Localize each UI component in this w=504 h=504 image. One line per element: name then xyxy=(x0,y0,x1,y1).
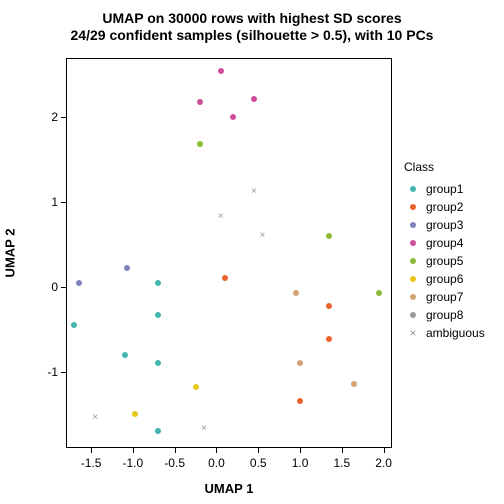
legend-swatch xyxy=(404,186,422,192)
scatter-point xyxy=(122,352,128,358)
y-tick-mark xyxy=(61,287,66,288)
legend-swatch xyxy=(404,312,422,318)
scatter-point-x: × xyxy=(218,212,224,222)
y-tick-label: 2 xyxy=(38,110,58,124)
scatter-point xyxy=(297,398,303,404)
scatter-point xyxy=(155,280,161,286)
x-tick-mark xyxy=(300,448,301,453)
scatter-point xyxy=(222,275,228,281)
legend-label: group4 xyxy=(426,236,463,250)
y-tick-mark xyxy=(61,372,66,373)
y-tick-label: 1 xyxy=(38,195,58,209)
x-tick-label: -0.5 xyxy=(164,456,185,470)
scatter-point xyxy=(326,233,332,239)
legend-swatch xyxy=(404,204,422,210)
scatter-point xyxy=(155,312,161,318)
legend-swatch xyxy=(404,240,422,246)
legend-item: group8 xyxy=(404,306,485,324)
scatter-point xyxy=(218,68,224,74)
plot-area xyxy=(66,58,392,448)
legend-item: group3 xyxy=(404,216,485,234)
scatter-point xyxy=(197,99,203,105)
x-tick-mark xyxy=(91,448,92,453)
scatter-point xyxy=(155,360,161,366)
x-tick-label: -1.0 xyxy=(123,456,144,470)
x-tick-mark xyxy=(133,448,134,453)
legend-label: ambiguous xyxy=(426,326,485,340)
chart-title-line1: UMAP on 30000 rows with highest SD score… xyxy=(0,10,504,27)
y-tick-label: 0 xyxy=(38,280,58,294)
legend-dot-icon xyxy=(410,204,416,210)
legend-dot-icon xyxy=(410,186,416,192)
x-tick-mark xyxy=(216,448,217,453)
scatter-point xyxy=(124,265,130,271)
scatter-point xyxy=(351,381,357,387)
chart-title: UMAP on 30000 rows with highest SD score… xyxy=(0,10,504,44)
y-tick-label: -1 xyxy=(38,365,58,379)
x-tick-label: 2.0 xyxy=(375,456,392,470)
legend-dot-icon xyxy=(410,312,416,318)
scatter-point xyxy=(326,336,332,342)
scatter-point xyxy=(326,303,332,309)
x-axis-label: UMAP 1 xyxy=(66,481,392,496)
legend-swatch xyxy=(404,276,422,282)
x-tick-label: -1.5 xyxy=(81,456,102,470)
legend-dot-icon xyxy=(410,258,416,264)
legend-title: Class xyxy=(404,160,485,174)
scatter-point xyxy=(376,290,382,296)
umap-scatter-figure: UMAP on 30000 rows with highest SD score… xyxy=(0,0,504,504)
y-tick-mark xyxy=(61,117,66,118)
scatter-point xyxy=(76,280,82,286)
legend-label: group7 xyxy=(426,290,463,304)
x-tick-mark xyxy=(342,448,343,453)
x-tick-mark xyxy=(384,448,385,453)
legend-item: group4 xyxy=(404,234,485,252)
legend-dot-icon xyxy=(410,222,416,228)
scatter-point xyxy=(251,96,257,102)
legend-label: group5 xyxy=(426,254,463,268)
legend-item: group2 xyxy=(404,198,485,216)
legend-item: group1 xyxy=(404,180,485,198)
scatter-point xyxy=(197,141,203,147)
legend-swatch xyxy=(404,294,422,300)
legend-item: group6 xyxy=(404,270,485,288)
scatter-point xyxy=(193,384,199,390)
legend-item: group7 xyxy=(404,288,485,306)
scatter-point-x: × xyxy=(260,231,266,241)
scatter-point xyxy=(132,411,138,417)
scatter-point xyxy=(297,360,303,366)
y-axis-label: UMAP 2 xyxy=(3,229,18,278)
scatter-point-x: × xyxy=(201,424,207,434)
scatter-point-x: × xyxy=(251,187,257,197)
legend-label: group3 xyxy=(426,218,463,232)
x-tick-label: 1.5 xyxy=(334,456,351,470)
legend-item: group5 xyxy=(404,252,485,270)
scatter-point-x: × xyxy=(92,413,98,423)
x-tick-mark xyxy=(175,448,176,453)
chart-title-line2: 24/29 confident samples (silhouette > 0.… xyxy=(0,27,504,44)
legend-label: group2 xyxy=(426,200,463,214)
legend-label: group6 xyxy=(426,272,463,286)
legend-dot-icon xyxy=(410,294,416,300)
x-tick-label: 0.5 xyxy=(250,456,267,470)
legend-dot-icon xyxy=(410,276,416,282)
legend-items: group1 group2 group3 group4 group5 group6 grou… xyxy=(404,180,485,342)
scatter-point xyxy=(71,322,77,328)
x-tick-mark xyxy=(258,448,259,453)
x-tick-label: 1.0 xyxy=(292,456,309,470)
scatter-point xyxy=(230,114,236,120)
legend-dot-icon xyxy=(410,240,416,246)
legend-item: × ambiguous xyxy=(404,324,485,342)
legend-x-icon: × xyxy=(409,327,416,339)
scatter-point xyxy=(293,290,299,296)
legend: Class group1group2group3group4group5grou… xyxy=(404,160,485,342)
legend-swatch xyxy=(404,222,422,228)
legend-label: group1 xyxy=(426,182,463,196)
y-tick-mark xyxy=(61,202,66,203)
x-tick-label: 0.0 xyxy=(208,456,225,470)
legend-swatch: × xyxy=(404,327,422,339)
scatter-point xyxy=(155,428,161,434)
legend-label: group8 xyxy=(426,308,463,322)
legend-swatch xyxy=(404,258,422,264)
